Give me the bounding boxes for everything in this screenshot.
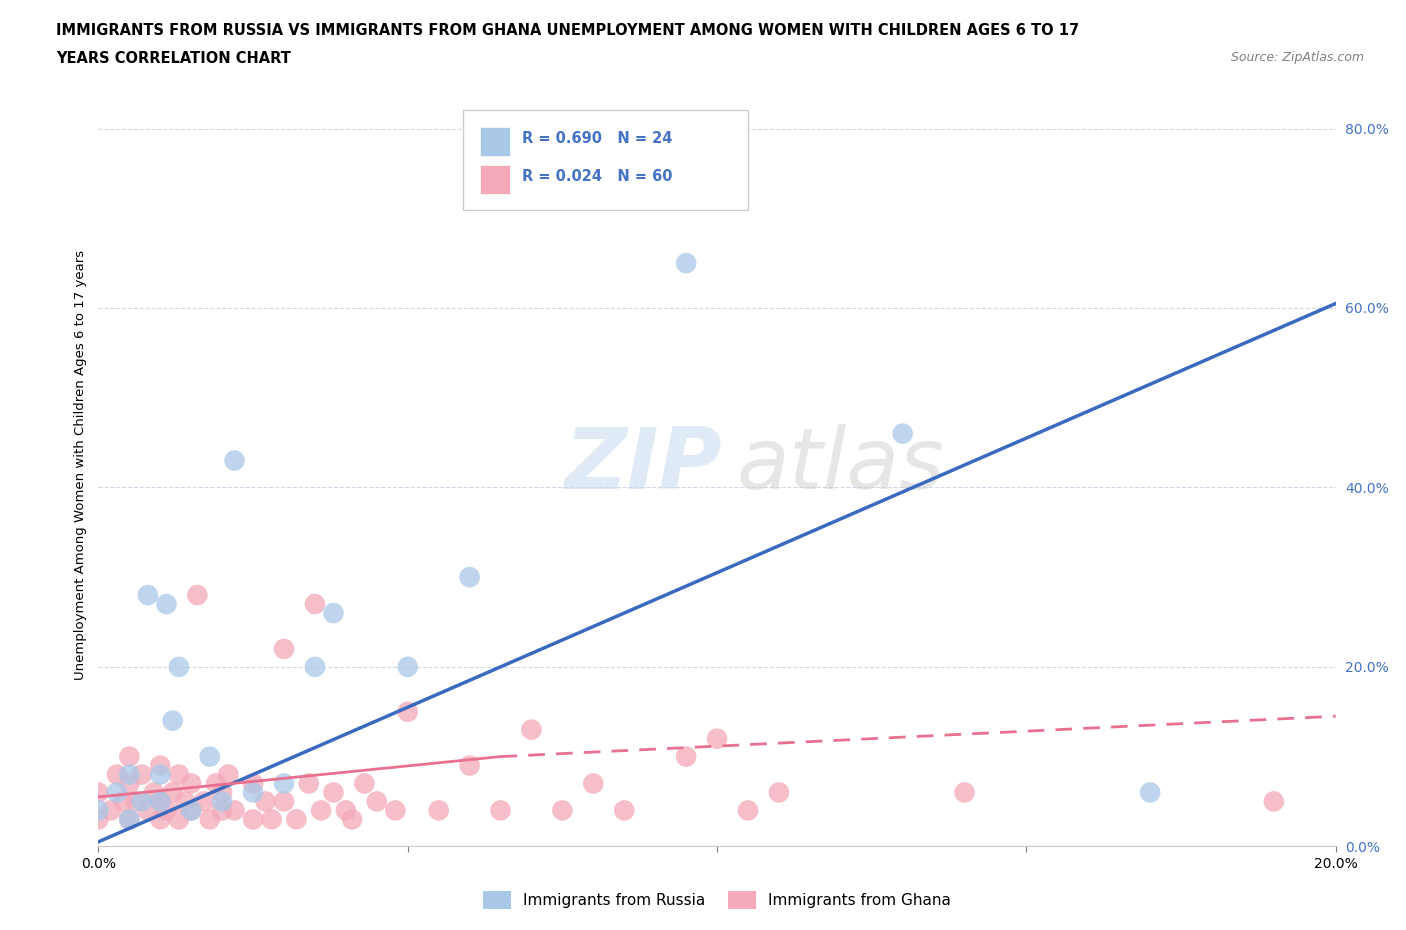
Point — [340, 812, 363, 827]
Point — [384, 803, 406, 817]
Point — [737, 803, 759, 817]
Point — [105, 785, 128, 800]
Point — [1263, 794, 1285, 809]
FancyBboxPatch shape — [464, 111, 748, 209]
Y-axis label: Unemployment Among Women with Children Ages 6 to 17 years: Unemployment Among Women with Children A… — [75, 250, 87, 680]
Point — [285, 812, 308, 827]
Point — [353, 776, 375, 790]
Point — [180, 776, 202, 790]
Point — [205, 776, 228, 790]
Text: IMMIGRANTS FROM RUSSIA VS IMMIGRANTS FROM GHANA UNEMPLOYMENT AMONG WOMEN WITH CH: IMMIGRANTS FROM RUSSIA VS IMMIGRANTS FRO… — [56, 23, 1080, 38]
Point — [87, 803, 110, 817]
Point — [131, 794, 153, 809]
Point — [162, 713, 184, 728]
Point — [118, 812, 141, 827]
Point — [489, 803, 512, 817]
Point — [224, 453, 246, 468]
Point — [167, 812, 190, 827]
Bar — [479, 127, 510, 156]
Point — [143, 785, 166, 800]
Point — [396, 704, 419, 719]
Point — [335, 803, 357, 817]
Point — [118, 750, 141, 764]
Point — [118, 776, 141, 790]
Text: YEARS CORRELATION CHART: YEARS CORRELATION CHART — [56, 51, 291, 66]
Point — [149, 794, 172, 809]
Point — [149, 812, 172, 827]
Point — [675, 750, 697, 764]
Point — [260, 812, 283, 827]
Point — [155, 597, 177, 612]
Point — [273, 794, 295, 809]
Point — [131, 767, 153, 782]
Point — [427, 803, 450, 817]
Point — [273, 642, 295, 657]
Point — [118, 812, 141, 827]
Point — [211, 794, 233, 809]
Point — [87, 785, 110, 800]
Point — [186, 588, 208, 603]
Point — [155, 803, 177, 817]
Text: ZIP: ZIP — [564, 423, 721, 507]
Point — [458, 570, 481, 585]
Point — [149, 794, 172, 809]
Point — [551, 803, 574, 817]
Point — [304, 659, 326, 674]
Point — [105, 767, 128, 782]
Text: Source: ZipAtlas.com: Source: ZipAtlas.com — [1230, 51, 1364, 64]
Point — [675, 256, 697, 271]
Point — [613, 803, 636, 817]
Point — [198, 750, 221, 764]
Point — [100, 803, 122, 817]
Point — [180, 803, 202, 817]
Point — [322, 785, 344, 800]
Point — [136, 588, 159, 603]
Point — [211, 803, 233, 817]
Point — [217, 767, 239, 782]
Point — [1139, 785, 1161, 800]
Point — [458, 758, 481, 773]
Text: atlas: atlas — [737, 423, 945, 507]
Point — [149, 767, 172, 782]
Point — [396, 659, 419, 674]
Point — [112, 794, 135, 809]
Text: R = 0.024   N = 60: R = 0.024 N = 60 — [522, 169, 672, 184]
Point — [242, 812, 264, 827]
Point — [167, 767, 190, 782]
Point — [193, 794, 215, 809]
Point — [298, 776, 321, 790]
Point — [149, 758, 172, 773]
Point — [891, 426, 914, 441]
Point — [273, 776, 295, 790]
Point — [167, 659, 190, 674]
Point — [304, 597, 326, 612]
Point — [768, 785, 790, 800]
Point — [180, 803, 202, 817]
Point — [520, 723, 543, 737]
Point — [242, 776, 264, 790]
Point — [706, 731, 728, 746]
Point — [322, 605, 344, 620]
Point — [582, 776, 605, 790]
Bar — [479, 166, 510, 194]
Point — [953, 785, 976, 800]
Point — [366, 794, 388, 809]
Text: R = 0.690   N = 24: R = 0.690 N = 24 — [522, 131, 672, 146]
Point — [309, 803, 332, 817]
Point — [254, 794, 277, 809]
Point — [242, 785, 264, 800]
Point — [224, 803, 246, 817]
Point — [198, 812, 221, 827]
Point — [118, 767, 141, 782]
Point — [124, 794, 146, 809]
Point — [211, 785, 233, 800]
Point — [162, 785, 184, 800]
Point — [87, 812, 110, 827]
Legend: Immigrants from Russia, Immigrants from Ghana: Immigrants from Russia, Immigrants from … — [477, 885, 957, 915]
Point — [174, 794, 197, 809]
Point — [136, 803, 159, 817]
